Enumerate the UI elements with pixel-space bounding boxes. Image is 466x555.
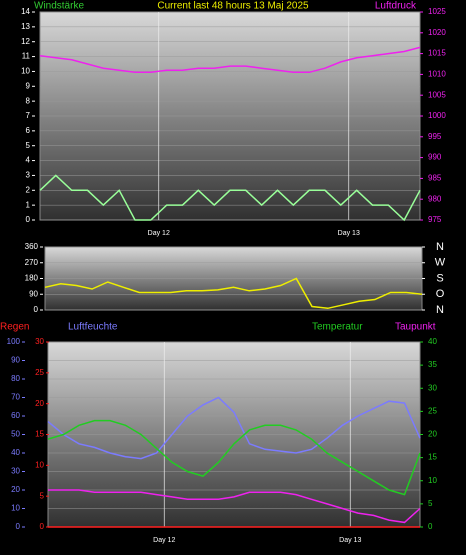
y-tick-label: 70 — [11, 393, 20, 402]
y-tick-label: 2 — [26, 185, 31, 194]
series-line — [44, 277, 423, 310]
y-tick-label: 20 — [428, 430, 437, 439]
y-tick-label: 11 — [22, 52, 31, 61]
y-tick-label: 8 — [26, 96, 31, 105]
legend-label: Regen — [0, 322, 29, 333]
y-tick-label: 10 — [428, 476, 437, 485]
y-tick-label: 1020 — [428, 28, 446, 37]
y-tick-label: 14 — [21, 7, 30, 16]
x-tick-label: Day 12 — [148, 230, 170, 237]
legend-label: Temperatur — [312, 322, 363, 333]
series-line — [47, 396, 421, 460]
y-tick-label: 180 — [25, 274, 39, 283]
y-tick-label: 5 — [40, 491, 45, 500]
y-tick-label: 10 — [21, 67, 30, 76]
series-line — [47, 419, 421, 496]
y-tick-label: 0 — [428, 522, 433, 531]
series-line — [39, 174, 421, 222]
y-tick-label: 80 — [11, 374, 20, 383]
y-tick-label: 1 — [26, 200, 31, 209]
chart-title: Current last 48 hours 13 Maj 2025 — [157, 1, 309, 12]
y-tick-label: 30 — [428, 383, 437, 392]
y-tick-label: 25 — [428, 406, 437, 415]
y-tick-label: 40 — [11, 448, 20, 457]
y-tick-label: 1010 — [428, 70, 446, 79]
y-tick-label: 980 — [428, 194, 442, 203]
y-tick-label: 60 — [11, 411, 20, 420]
y-tick-label: 975 — [428, 215, 442, 224]
y-tick-label: O — [436, 288, 445, 300]
y-tick-label: 50 — [11, 430, 20, 439]
y-tick-label: N — [436, 304, 444, 316]
y-tick-label: 0 — [26, 215, 31, 224]
x-tick-label: Day 13 — [339, 537, 361, 544]
y-tick-label: 6 — [26, 126, 31, 135]
y-tick-label: 360 — [25, 242, 39, 251]
series-line — [39, 46, 421, 74]
y-tick-label: 25 — [35, 368, 44, 377]
y-tick-label: 10 — [35, 460, 44, 469]
y-tick-label: 1015 — [428, 49, 446, 58]
y-tick-label: W — [435, 257, 446, 269]
y-tick-label: 35 — [428, 360, 437, 369]
y-tick-label: 4 — [26, 156, 31, 165]
y-tick-label: 20 — [11, 485, 20, 494]
legend-label: Luftdruck — [375, 1, 417, 12]
series-line — [48, 489, 421, 524]
y-tick-label: 0 — [34, 305, 39, 314]
y-tick-label: 90 — [11, 356, 20, 365]
y-tick-label: S — [436, 272, 443, 284]
y-tick-label: 985 — [428, 174, 442, 183]
y-tick-label: 1005 — [428, 90, 446, 99]
y-tick-label: 0 — [16, 522, 21, 531]
legend-label: Luftfeuchte — [68, 322, 118, 333]
y-tick-label: 12 — [21, 37, 30, 46]
y-tick-label: 100 — [7, 337, 21, 346]
legend-label: Windstärke — [34, 1, 84, 12]
y-tick-label: 10 — [11, 504, 20, 513]
y-tick-label: 30 — [11, 467, 20, 476]
y-tick-label: 5 — [26, 141, 31, 150]
y-tick-label: 20 — [35, 399, 44, 408]
y-tick-label: 30 — [35, 337, 44, 346]
y-tick-label: 7 — [26, 111, 31, 120]
y-tick-label: 13 — [21, 22, 30, 31]
y-tick-label: 1025 — [428, 7, 446, 16]
y-tick-label: 40 — [428, 337, 437, 346]
y-tick-label: N — [436, 241, 444, 253]
y-tick-label: 995 — [428, 132, 442, 141]
y-tick-label: 9 — [26, 81, 31, 90]
y-tick-label: 270 — [25, 258, 39, 267]
legend-label: Taupunkt — [395, 322, 436, 333]
y-tick-label: 990 — [428, 153, 442, 162]
x-tick-label: Day 13 — [338, 230, 360, 237]
y-tick-label: 0 — [40, 522, 45, 531]
y-tick-label: 3 — [26, 171, 31, 180]
y-tick-label: 15 — [35, 430, 44, 439]
x-tick-label: Day 12 — [153, 537, 175, 544]
y-tick-label: 90 — [29, 289, 38, 298]
y-tick-label: 15 — [428, 453, 437, 462]
y-tick-label: 1000 — [428, 111, 446, 120]
y-tick-label: 5 — [428, 499, 433, 508]
